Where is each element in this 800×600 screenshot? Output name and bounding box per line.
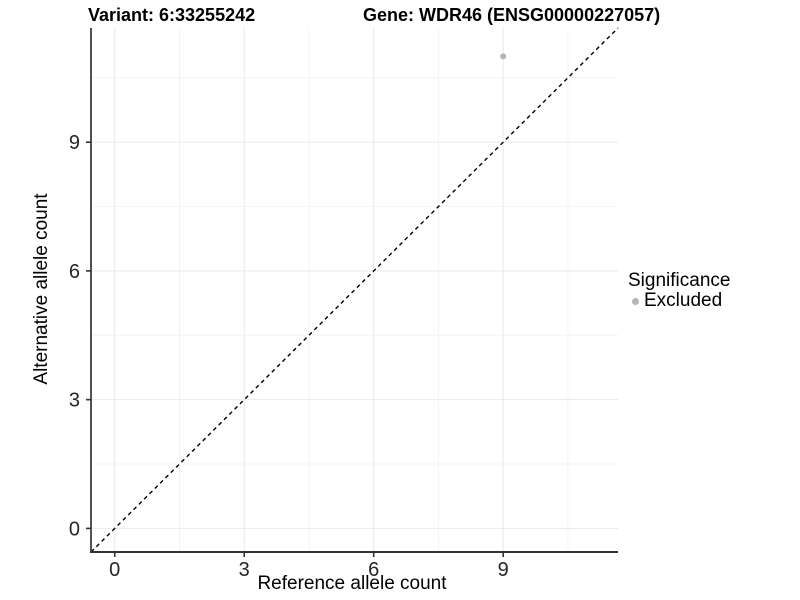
y-tick-label: 0 [69,518,80,540]
y-tick-label: 9 [69,132,80,154]
data-point [500,53,507,60]
legend-item-excluded: Excluded [628,290,730,311]
x-tick-label: 9 [498,559,509,581]
y-tick-label: 3 [69,390,80,412]
legend-title: Significance [628,270,731,291]
x-tick-label: 6 [368,559,379,581]
plot-title-variant: Variant: 6:33255242 [88,5,256,25]
x-axis-title: Reference allele count [257,573,447,594]
legend: Significance Excluded [628,270,731,312]
legend-item-label: Excluded [644,290,723,311]
x-tick-label: 0 [109,559,120,581]
legend-point-marker-icon [632,297,639,305]
identity-reference-line [90,27,619,553]
x-tick-label: 3 [239,559,250,581]
y-axis-title: Alternative allele count [31,193,52,385]
y-tick-label: 6 [69,261,80,283]
plot-title-gene: Gene: WDR46 (ENSG00000227057) [363,5,661,25]
